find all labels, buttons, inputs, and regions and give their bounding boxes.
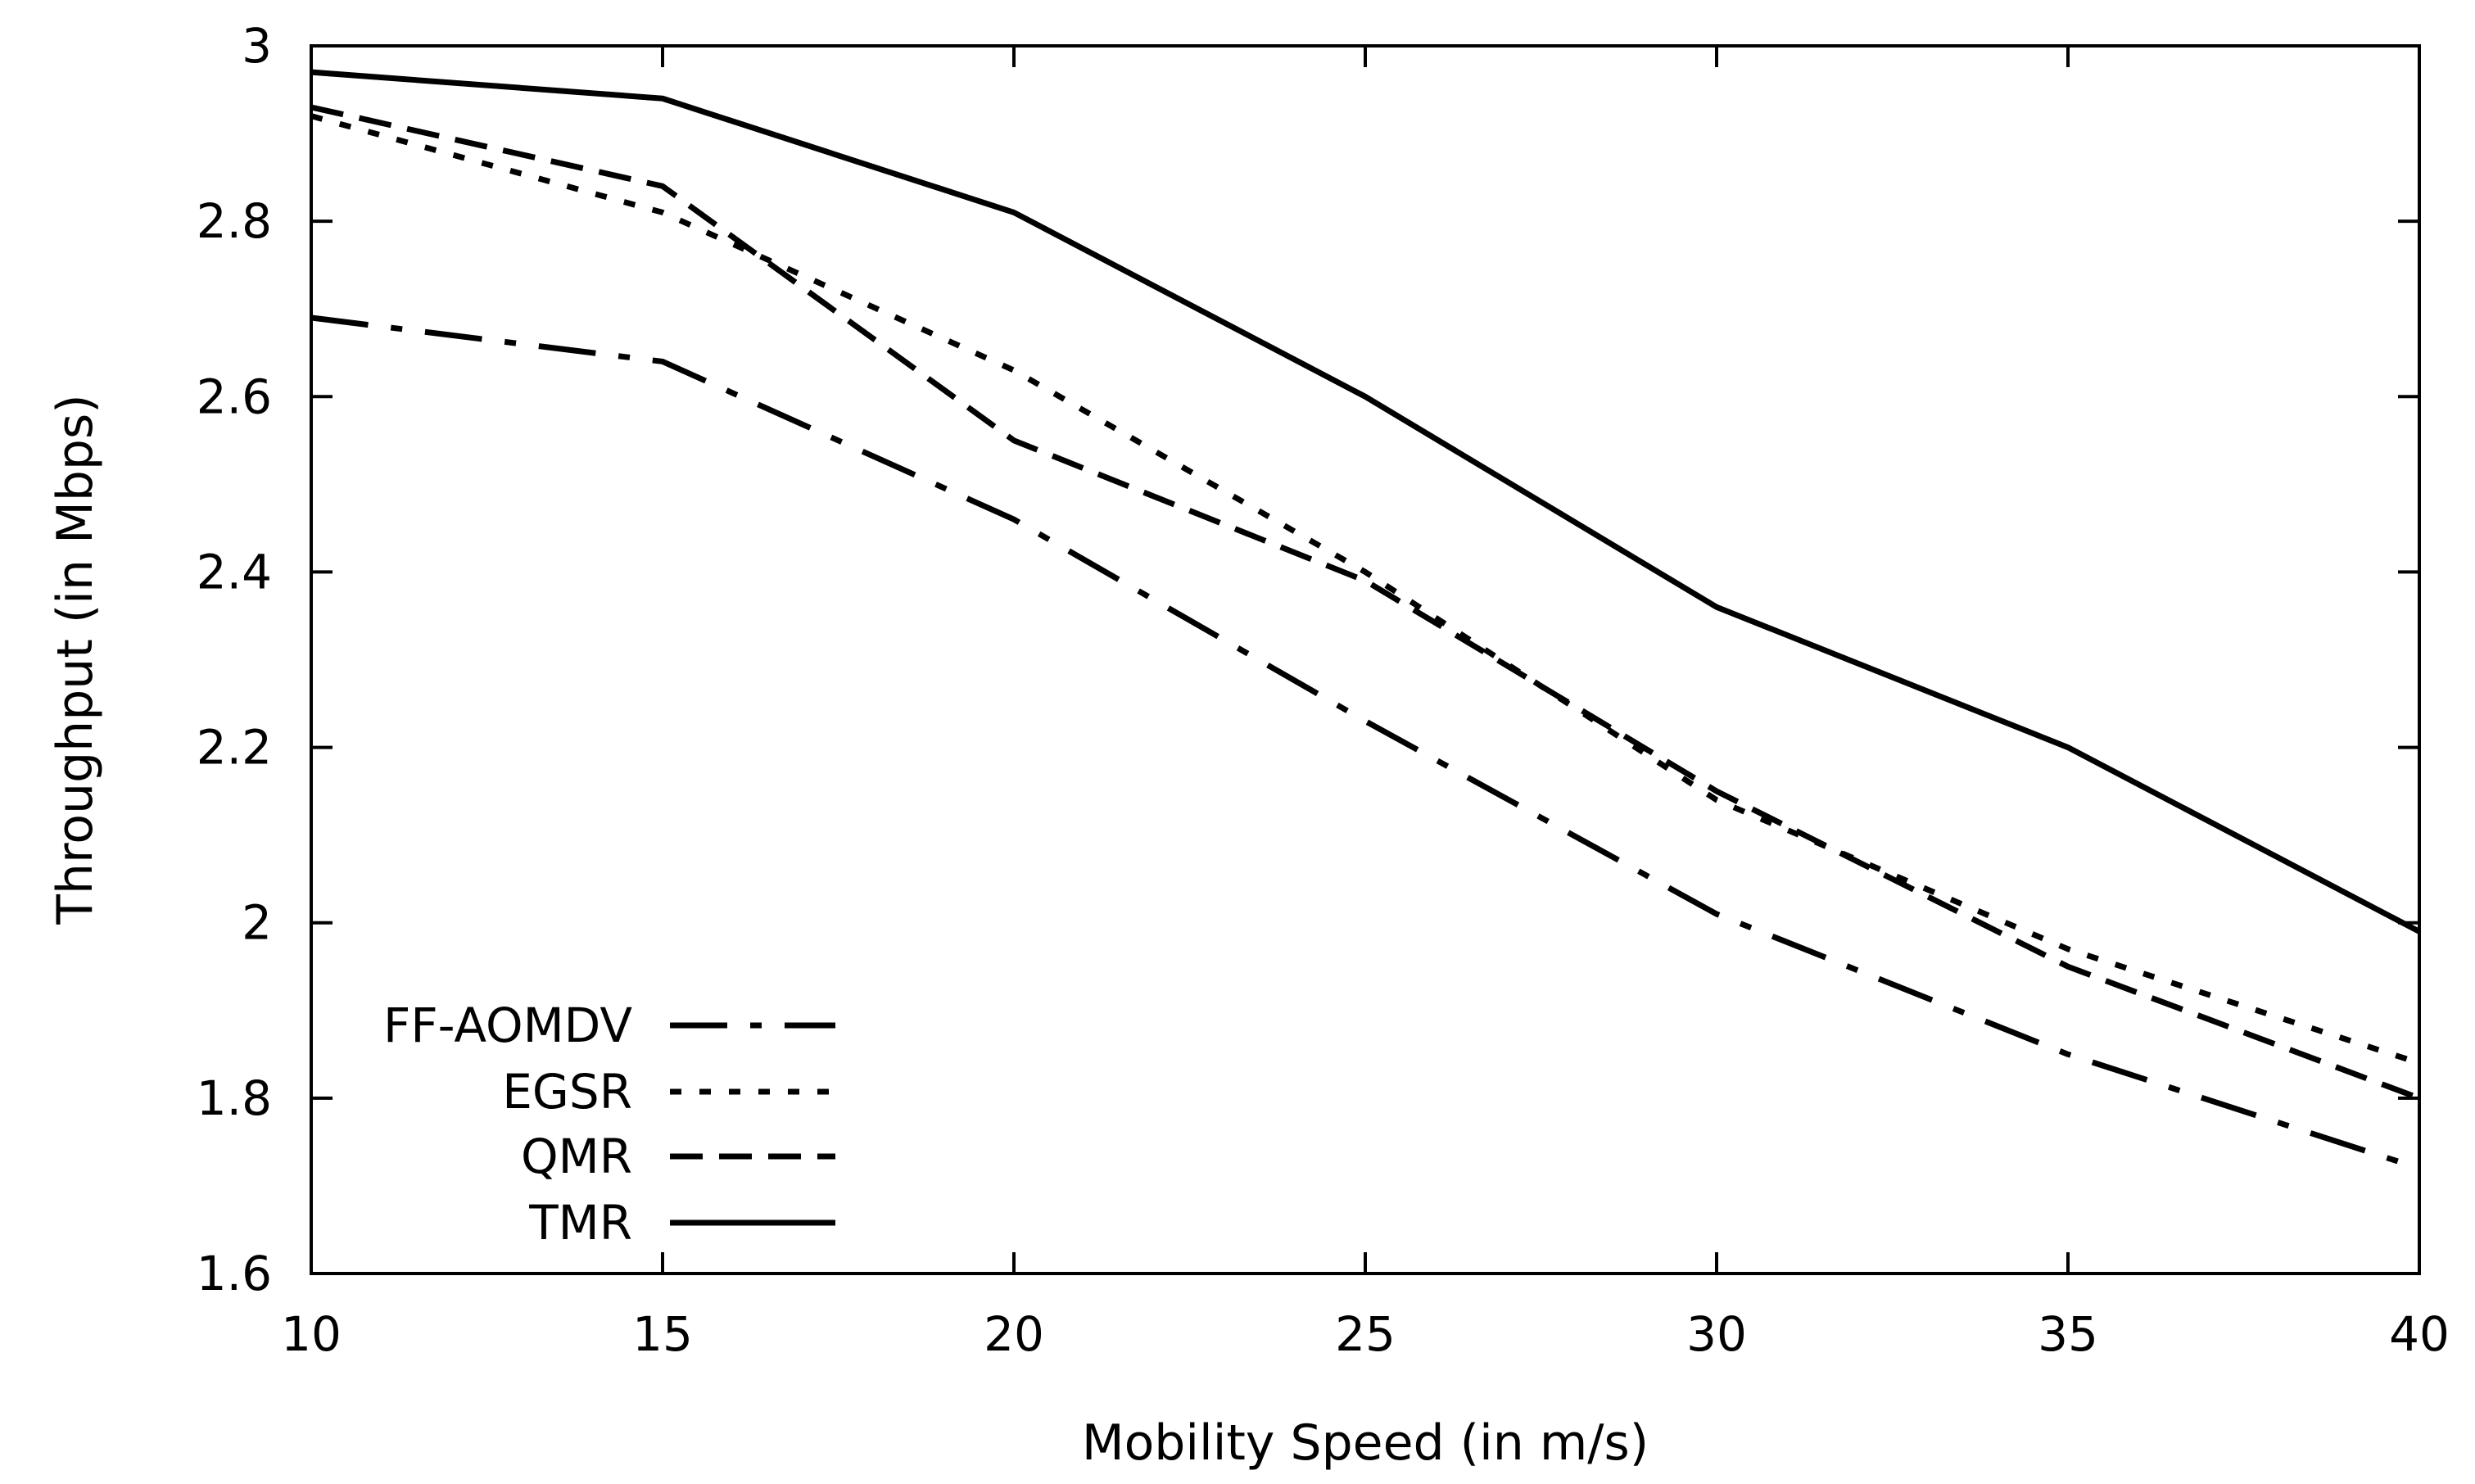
tick-labels: 10 15 20 25 30 35 40 1.6 1.8 2 2.2 2.4 2.6 2.8 3: [197, 18, 2450, 1362]
x-tick-label: 40: [2389, 1306, 2450, 1362]
series-line: [310, 69, 2421, 934]
y-tick-label: 2: [242, 895, 272, 951]
y-tick-label: 2.4: [197, 544, 272, 599]
data-series: [310, 69, 2421, 1171]
legend-label: QMR: [521, 1129, 632, 1184]
y-tick-label: 3: [242, 18, 272, 74]
x-tick-label: 20: [984, 1306, 1044, 1362]
legend: FF-AOMDV EGSR QMR TMR: [383, 998, 835, 1251]
y-tick-label: 2.6: [197, 369, 272, 424]
y-tick-label: 1.8: [197, 1070, 272, 1126]
plot-frame: [310, 44, 2421, 1275]
legend-label: FF-AOMDV: [383, 998, 632, 1053]
series-qmr: [310, 104, 2421, 1102]
x-tick-label: 15: [632, 1306, 693, 1362]
y-tick-label: 1.6: [197, 1246, 272, 1301]
series-line: [310, 314, 2421, 1171]
legend-label: EGSR: [502, 1064, 632, 1120]
x-tick-label: 10: [281, 1306, 342, 1362]
x-axis-title: Mobility Speed (in m/s): [1082, 1414, 1649, 1472]
series-egsr: [310, 113, 2421, 1066]
series-line: [310, 113, 2421, 1066]
series-tmr: [310, 69, 2421, 934]
legend-label: TMR: [528, 1195, 632, 1251]
x-tick-label: 25: [1335, 1306, 1396, 1362]
y-tick-label: 2.2: [197, 720, 272, 776]
x-tick-label: 30: [1686, 1306, 1747, 1362]
y-tick-label: 2.8: [197, 193, 272, 249]
series-ff-aomdv: [310, 314, 2421, 1171]
x-tick-label: 35: [2038, 1306, 2098, 1362]
series-line: [310, 104, 2421, 1102]
y-axis-title: Throughput (in Mbps): [47, 394, 104, 925]
